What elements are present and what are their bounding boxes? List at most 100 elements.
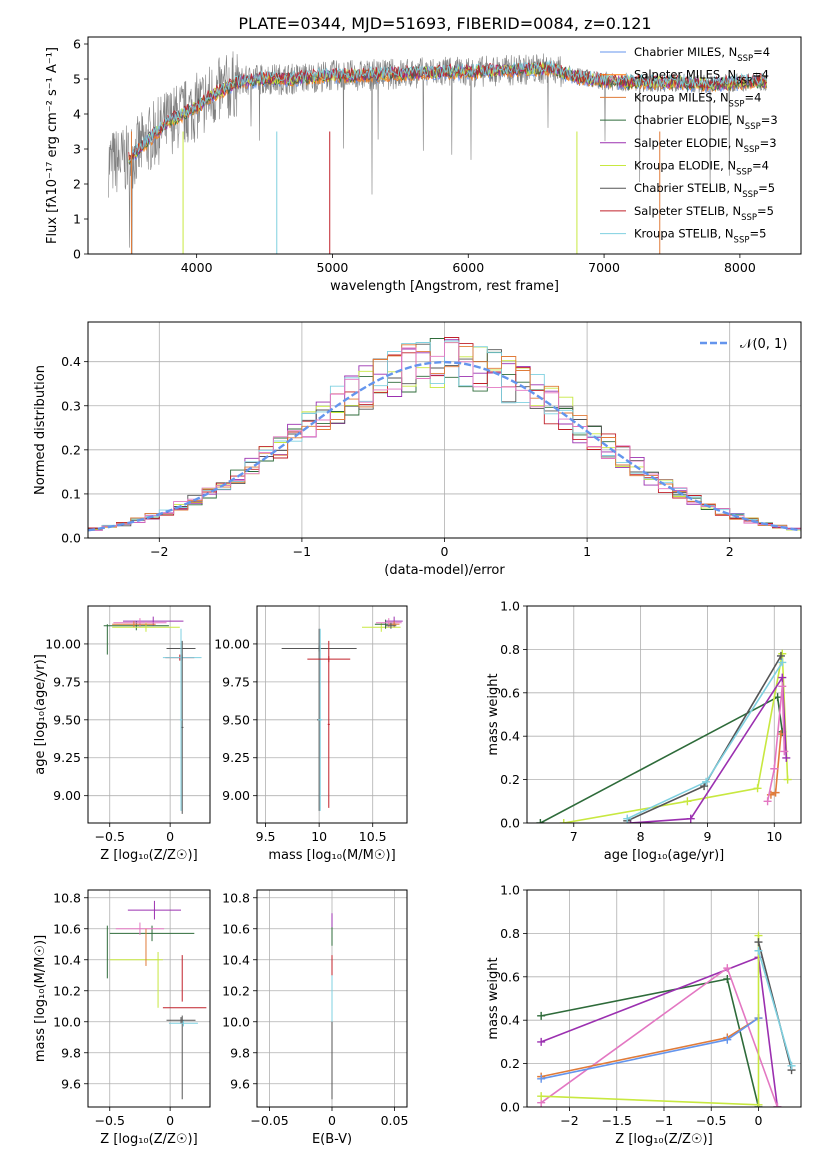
weight-point [686,814,695,823]
y-tick-label: 9.50 [53,712,81,727]
x-tick-label: −0.5 [95,829,125,844]
weight-point [778,658,787,667]
y-tick-label: 2 [73,177,81,192]
y-tick-label: 10.2 [222,983,250,998]
y-tick-label: 0.8 [500,642,520,657]
x-tick-label: 9 [703,829,711,844]
histogram-step [88,342,801,531]
y-tick-label: 0.6 [500,685,520,700]
figure-title: PLATE=0344, MJD=51693, FIBERID=0084, z=0… [238,14,651,33]
x-tick-label: −0.5 [95,1113,125,1128]
y-tick-label: 0.0 [500,816,520,831]
spectrum-panel: 4000 5000 6000 7000 8000 0 1 2 3 4 5 6 wavelength [A… [45,36,802,294]
y-tick-label: 10.00 [45,636,81,651]
normal-curve [88,360,801,532]
x-tick-label: 7 [570,829,578,844]
weight-series-line [757,950,793,1067]
weight-series-line [563,653,789,823]
y-axis-label: mass weight [486,673,501,755]
x-tick-label: −2 [150,544,168,559]
axes-frame [87,321,802,539]
y-tick-label: 10.2 [53,983,81,998]
y-tick-label: 4 [73,107,81,122]
x-axis-label: wavelength [Angstrom, rest frame] [330,279,559,294]
x-tick-label: 0 [441,544,449,559]
y-tick-label: 10.6 [53,921,81,936]
x-axis-label: mass [log₁₀(M/M☉)] [268,848,395,863]
axes-frame [256,605,408,824]
y-tick-label: 9.25 [53,750,81,765]
y-tick-label: 0.8 [500,926,520,941]
y-tick-label: 0.3 [61,398,81,413]
x-tick-label: 0.05 [381,1113,409,1128]
legend-entry: Salpeter MILES, NSSP=4 [634,68,769,87]
weight-point [536,819,545,823]
age-vs-metallicity-panel: −0.5 0 9.00 9.25 9.50 9.75 10.00 Z [log₁₀(Z/Z☉)… [33,605,211,863]
y-axis-label: age [log₁₀(age/yr)] [33,654,48,775]
x-axis-label: (data-model)/error [384,563,505,578]
mass-vs-metallicity-panel: −0.5 0 9.6 9.8 10.0 10.2 10.4 10.6 10.8 Z [log₁₀(… [33,889,211,1147]
weight-series-line [770,733,782,796]
weight-point [783,775,792,784]
y-axis-label: mass weight [486,957,501,1039]
legend-entry: Chabrier STELIB, NSSP=5 [634,181,775,200]
x-axis-label: Z [log₁₀(Z/Z☉)] [100,1132,197,1147]
axes-frame [526,889,802,1108]
model-spectrum-line [128,61,767,162]
weight-series-line [541,1017,759,1078]
legend-entry: Salpeter STELIB, NSSP=5 [634,204,774,223]
legend-entry: 𝒩(0, 1) [740,337,787,352]
y-axis-label: Flux [fλ10⁻¹⁷ erg cm⁻² s⁻¹ A⁻¹] [45,47,60,244]
y-tick-label: 0.4 [500,1013,520,1028]
weight-point [723,1035,732,1044]
legend-entry: Chabrier ELODIE, NSSP=3 [634,113,778,132]
weight-point [778,682,787,691]
weight-series-line [766,686,786,802]
y-tick-label: 5 [73,72,81,87]
x-tick-label: 7000 [588,260,620,275]
axes-frame [87,889,211,1108]
plot-area [537,931,796,1107]
y-tick-label: 0.0 [61,531,81,546]
plot-area [103,616,202,814]
x-tick-label: 10 [311,829,327,844]
y-tick-label: 9.25 [222,750,250,765]
legend-entry: Kroupa STELIB, NSSP=5 [634,227,766,246]
y-tick-label: 9.8 [230,1045,250,1060]
x-axis-label: Z [log₁₀(Z/Z☉)] [615,1132,712,1147]
weight-point [778,673,787,682]
weight-point [537,1092,546,1101]
weight-point [782,753,791,762]
y-tick-label: 9.50 [222,712,250,727]
y-tick-label: 10.4 [222,952,250,967]
y-tick-label: 10.4 [53,952,81,967]
x-axis-label: Z [log₁₀(Z/Z☉)] [100,848,197,863]
weight-series-line [626,661,783,820]
x-tick-label: −0.05 [250,1113,288,1128]
y-tick-label: 0.4 [500,729,520,744]
x-tick-label: 8000 [724,260,756,275]
y-tick-label: 3 [73,142,81,157]
residuals-panel: −2 −1 0 1 2 0.0 0.1 0.2 0.3 0.4 (data-model)/error… [33,321,802,578]
x-tick-label: 5000 [317,260,349,275]
weight-point [537,1037,546,1046]
weight-point [537,1074,546,1083]
y-tick-label: 1 [73,212,81,227]
y-tick-label: 1.0 [500,883,520,898]
weight-point [776,651,785,660]
age-vs-mass-panel: 9.5 10 10.5 9.00 9.25 9.50 9.75 10.00 mass [log₁… [214,605,408,863]
x-tick-label: 9.5 [256,829,276,844]
legend-entry: Kroupa MILES, NSSP=4 [634,90,761,109]
weight-series-line [626,655,782,822]
weight-series-line [630,675,788,823]
y-tick-label: 10.8 [53,890,81,905]
x-tick-label: −1 [655,1113,673,1128]
weight-point [754,938,763,947]
x-tick-label: 0 [166,1113,174,1128]
x-tick-label: 0 [166,829,174,844]
weight-point [683,797,692,806]
weight-point [623,814,632,823]
y-tick-label: 0.1 [61,486,81,501]
x-tick-label: 0 [328,1113,336,1128]
